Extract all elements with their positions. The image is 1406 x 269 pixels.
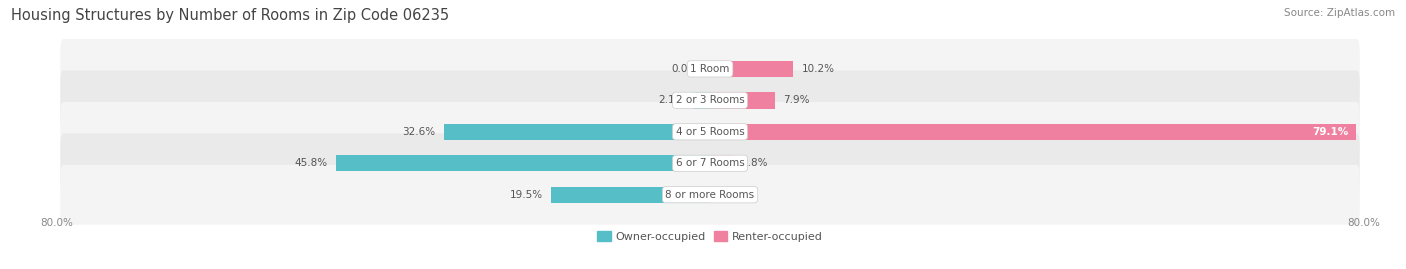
Text: 19.5%: 19.5% xyxy=(509,190,543,200)
FancyBboxPatch shape xyxy=(60,102,1360,162)
Bar xyxy=(444,124,710,140)
Text: 79.1%: 79.1% xyxy=(1312,127,1348,137)
Text: 8 or more Rooms: 8 or more Rooms xyxy=(665,190,755,200)
FancyBboxPatch shape xyxy=(60,70,1360,130)
Text: 6 or 7 Rooms: 6 or 7 Rooms xyxy=(676,158,744,168)
Text: 0.0%: 0.0% xyxy=(723,190,748,200)
Bar xyxy=(551,187,710,203)
Text: 2.1%: 2.1% xyxy=(658,95,685,105)
Text: Source: ZipAtlas.com: Source: ZipAtlas.com xyxy=(1284,8,1395,18)
Text: 10.2%: 10.2% xyxy=(801,64,835,74)
Legend: Owner-occupied, Renter-occupied: Owner-occupied, Renter-occupied xyxy=(593,227,827,246)
Bar xyxy=(336,155,710,171)
Text: 32.6%: 32.6% xyxy=(402,127,436,137)
Bar xyxy=(710,155,733,171)
Text: 2.8%: 2.8% xyxy=(741,158,768,168)
FancyBboxPatch shape xyxy=(60,133,1360,193)
Text: 2 or 3 Rooms: 2 or 3 Rooms xyxy=(676,95,744,105)
Bar xyxy=(710,61,793,77)
Bar xyxy=(710,92,775,108)
Bar xyxy=(710,124,1357,140)
Text: 1 Room: 1 Room xyxy=(690,64,730,74)
Text: Housing Structures by Number of Rooms in Zip Code 06235: Housing Structures by Number of Rooms in… xyxy=(11,8,450,23)
Bar xyxy=(693,92,710,108)
Text: 4 or 5 Rooms: 4 or 5 Rooms xyxy=(676,127,744,137)
Text: 7.9%: 7.9% xyxy=(783,95,810,105)
FancyBboxPatch shape xyxy=(60,39,1360,99)
FancyBboxPatch shape xyxy=(60,165,1360,225)
Text: 45.8%: 45.8% xyxy=(294,158,328,168)
Text: 0.0%: 0.0% xyxy=(672,64,697,74)
